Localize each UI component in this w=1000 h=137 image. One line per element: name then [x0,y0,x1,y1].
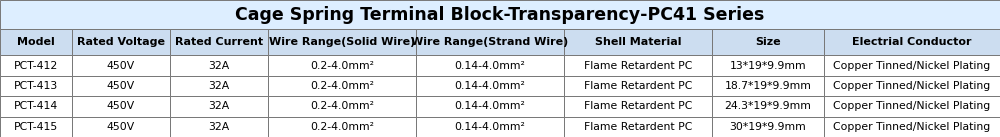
Bar [824,29,1000,55]
Text: 450V: 450V [107,61,135,71]
Text: Size: Size [755,38,781,47]
Bar [712,29,824,55]
Text: 0.14-4.0mm²: 0.14-4.0mm² [455,101,525,111]
Bar [0,0,1000,29]
Text: 32A: 32A [208,101,230,111]
Text: Copper Tinned/Nickel Plating: Copper Tinned/Nickel Plating [833,61,991,71]
Text: Electrial Conductor: Electrial Conductor [852,38,972,47]
Text: Wire Range(Strand Wire): Wire Range(Strand Wire) [411,38,569,47]
Bar [824,55,1000,76]
Bar [824,96,1000,117]
Bar [564,29,712,55]
Text: Model: Model [17,38,55,47]
Bar [72,29,170,55]
Text: 0.14-4.0mm²: 0.14-4.0mm² [455,61,525,71]
Bar [564,55,712,76]
Text: Flame Retardent PC: Flame Retardent PC [584,101,692,111]
Text: 13*19*9.9mm: 13*19*9.9mm [730,61,806,71]
Bar [416,76,564,96]
Bar [0,76,72,96]
Text: Shell Material: Shell Material [595,38,681,47]
Bar [712,96,824,117]
Bar [416,55,564,76]
Text: Wire Range(Solid Wire): Wire Range(Solid Wire) [269,38,415,47]
Text: PCT-415: PCT-415 [14,122,58,132]
Text: Flame Retardent PC: Flame Retardent PC [584,81,692,91]
Bar [564,96,712,117]
Text: Copper Tinned/Nickel Plating: Copper Tinned/Nickel Plating [833,122,991,132]
Bar [170,29,268,55]
Text: Flame Retardent PC: Flame Retardent PC [584,122,692,132]
Bar [712,76,824,96]
Bar [72,55,170,76]
Bar [0,96,72,117]
Bar [0,117,72,137]
Bar [268,117,416,137]
Text: 0.2-4.0mm²: 0.2-4.0mm² [310,61,374,71]
Text: Copper Tinned/Nickel Plating: Copper Tinned/Nickel Plating [833,81,991,91]
Text: 450V: 450V [107,122,135,132]
Bar [564,117,712,137]
Bar [72,96,170,117]
Bar [712,55,824,76]
Bar [416,96,564,117]
Text: Rated Current: Rated Current [175,38,263,47]
Text: 0.14-4.0mm²: 0.14-4.0mm² [455,81,525,91]
Text: PCT-412: PCT-412 [14,61,58,71]
Text: Cage Spring Terminal Block-Transparency-PC41 Series: Cage Spring Terminal Block-Transparency-… [235,6,765,24]
Text: 450V: 450V [107,81,135,91]
Text: 24.3*19*9.9mm: 24.3*19*9.9mm [725,101,811,111]
Bar [268,55,416,76]
Bar [416,29,564,55]
Bar [824,117,1000,137]
Bar [824,76,1000,96]
Bar [416,117,564,137]
Text: Flame Retardent PC: Flame Retardent PC [584,61,692,71]
Text: Copper Tinned/Nickel Plating: Copper Tinned/Nickel Plating [833,101,991,111]
Text: PCT-414: PCT-414 [14,101,58,111]
Bar [170,55,268,76]
Text: PCT-413: PCT-413 [14,81,58,91]
Bar [0,55,72,76]
Bar [72,117,170,137]
Bar [268,29,416,55]
Bar [170,76,268,96]
Bar [268,96,416,117]
Text: 0.2-4.0mm²: 0.2-4.0mm² [310,122,374,132]
Text: 30*19*9.9mm: 30*19*9.9mm [730,122,806,132]
Bar [268,76,416,96]
Text: 0.14-4.0mm²: 0.14-4.0mm² [455,122,525,132]
Text: 0.2-4.0mm²: 0.2-4.0mm² [310,101,374,111]
Text: 32A: 32A [208,81,230,91]
Text: 450V: 450V [107,101,135,111]
Text: 18.7*19*9.9mm: 18.7*19*9.9mm [725,81,811,91]
Bar [712,117,824,137]
Bar [0,29,72,55]
Bar [72,76,170,96]
Text: 32A: 32A [208,122,230,132]
Text: 0.2-4.0mm²: 0.2-4.0mm² [310,81,374,91]
Text: 32A: 32A [208,61,230,71]
Bar [170,96,268,117]
Bar [170,117,268,137]
Bar [564,76,712,96]
Text: Rated Voltage: Rated Voltage [77,38,165,47]
